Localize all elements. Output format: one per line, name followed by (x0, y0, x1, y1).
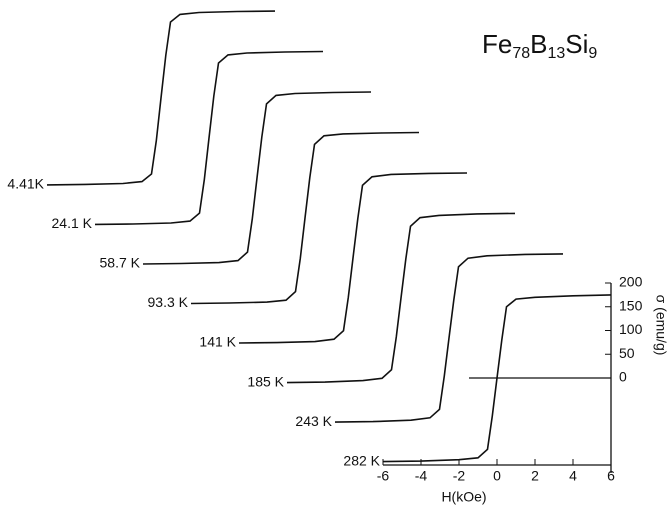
x-axis-label: H(kOe) (441, 489, 486, 505)
curve-label: 24.1 K (52, 215, 93, 231)
x-tick-label: 0 (493, 468, 501, 484)
y-tick-label: 150 (619, 297, 643, 313)
y-tick-label: 100 (619, 321, 643, 337)
curve-label: 282 K (343, 452, 380, 468)
curve-label: 93.3 K (148, 294, 189, 310)
magnetization-curve (286, 212, 516, 384)
magnetization-curve (190, 131, 420, 305)
curve-label: 141 K (199, 334, 236, 350)
magnetization-curve (142, 91, 372, 265)
x-tick-label: 4 (569, 468, 577, 484)
x-tick-label: 6 (607, 468, 615, 484)
y-axis-label: σ (emu/g) (653, 295, 669, 356)
y-tick-label: 50 (619, 345, 635, 361)
magnetization-curve (94, 50, 324, 226)
magnetization-curve (46, 10, 276, 186)
chart-title: Fe78B13Si9 (482, 29, 597, 62)
x-tick-label: -6 (377, 468, 390, 484)
x-tick-label: -2 (453, 468, 466, 484)
curve-label: 58.7 K (100, 255, 141, 271)
magnetization-curve (238, 172, 468, 344)
curve-label: 4.41K (7, 176, 44, 192)
curve-label: 185 K (247, 373, 284, 389)
curve-label: 243 K (295, 413, 332, 429)
x-tick-label: 2 (531, 468, 539, 484)
x-tick-label: -4 (415, 468, 428, 484)
magnetization-curve (382, 294, 612, 463)
y-tick-label: 0 (619, 369, 627, 385)
y-tick-label: 200 (619, 274, 643, 290)
magnetization-curve (334, 253, 564, 423)
